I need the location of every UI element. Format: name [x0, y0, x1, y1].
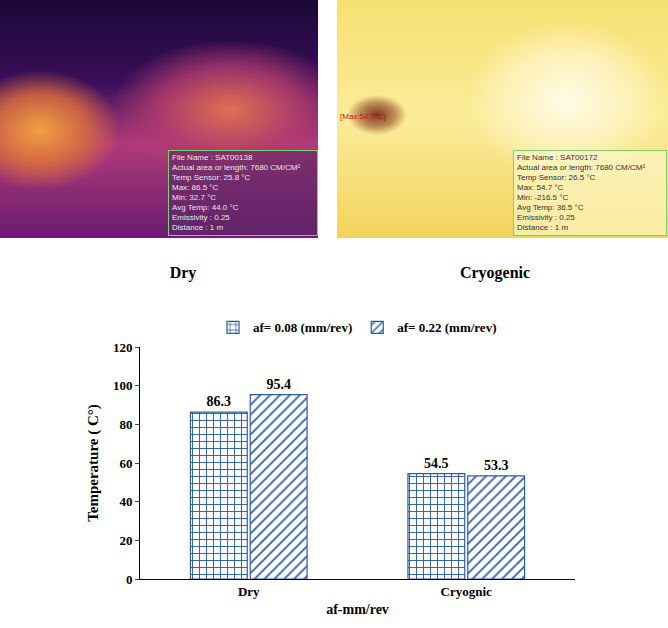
- svg-text:86.3: 86.3: [207, 394, 232, 409]
- svg-text:af-mm/rev: af-mm/rev: [326, 602, 389, 617]
- html-text:Avg Temp: 36.5 °C: Avg Temp: 36.5 °C: [517, 203, 584, 212]
- svg-text:54.5: 54.5: [424, 456, 449, 471]
- html-text:Actual area or length: 7680 CM: Actual area or length: 7680 CM/CM²: [517, 163, 646, 172]
- html-text:Max: 86.5 °C: Max: 86.5 °C: [172, 183, 219, 192]
- svg-text:53.3: 53.3: [484, 458, 509, 473]
- html-text:Temp Sensor: 25.8 °C: Temp Sensor: 25.8 °C: [172, 173, 251, 182]
- svg-text:60: 60: [119, 456, 132, 471]
- svg-text:Dry: Dry: [238, 584, 260, 599]
- html-text:[Max:54.7°C]: [Max:54.7°C]: [340, 112, 387, 121]
- svg-text:100: 100: [113, 378, 133, 393]
- html-text:File Name : SAT00172: File Name : SAT00172: [517, 153, 598, 162]
- html-text:Min: 32.7 °C: Min: 32.7 °C: [172, 193, 217, 202]
- html-text:Emissivity : 0.25: Emissivity : 0.25: [172, 213, 230, 222]
- html-text:Dry: Dry: [169, 264, 197, 281]
- html-text:Distance : 1 m: Distance : 1 m: [172, 223, 224, 232]
- html-text:Actual area or length: 7680 CM: Actual area or length: 7680 CM/CM²: [172, 163, 301, 172]
- html-text:Distance : 1 m: Distance : 1 m: [517, 223, 569, 232]
- svg-text:0: 0: [126, 572, 133, 587]
- html-text:Max: 54.7 °C: Max: 54.7 °C: [517, 183, 564, 192]
- svg-text:120: 120: [113, 340, 133, 355]
- html-text:Avg Temp: 44.0 °C: Avg Temp: 44.0 °C: [172, 203, 239, 212]
- svg-text:40: 40: [119, 494, 132, 509]
- svg-text:af= 0.08 (mm/rev): af= 0.08 (mm/rev): [253, 320, 352, 335]
- svg-text:20: 20: [119, 533, 132, 548]
- html-text:Min: -216.5 °C: Min: -216.5 °C: [517, 193, 569, 202]
- svg-text:Cryognic: Cryognic: [441, 584, 493, 599]
- svg-text:80: 80: [119, 417, 132, 432]
- html-text:Emissivity : 0.25: Emissivity : 0.25: [517, 213, 575, 222]
- html-text:Cryogenic: Cryogenic: [459, 264, 531, 281]
- svg-text:Temperature ( C°): Temperature ( C°): [85, 404, 102, 522]
- svg-text:95.4: 95.4: [266, 377, 291, 392]
- svg-text:af= 0.22 (mm/rev): af= 0.22 (mm/rev): [397, 320, 496, 335]
- html-text:File Name : SAT00138: File Name : SAT00138: [172, 153, 253, 162]
- html-text:Temp Sensor: 26.5 °C: Temp Sensor: 26.5 °C: [517, 173, 596, 182]
